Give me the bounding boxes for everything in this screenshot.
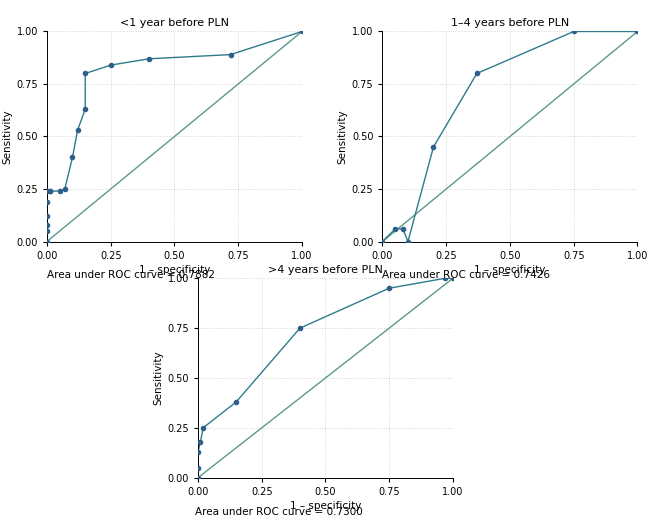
Y-axis label: Sensitivity: Sensitivity (338, 109, 348, 164)
Title: <1 year before PLN: <1 year before PLN (120, 18, 229, 28)
Y-axis label: Sensitivity: Sensitivity (153, 351, 163, 405)
X-axis label: 1 – specificity: 1 – specificity (290, 501, 361, 511)
X-axis label: 1 – specificity: 1 – specificity (139, 265, 210, 275)
Title: >4 years before PLN: >4 years before PLN (268, 265, 383, 275)
Text: Area under ROC curve = 0.7300: Area under ROC curve = 0.7300 (195, 507, 362, 517)
Title: 1–4 years before PLN: 1–4 years before PLN (451, 18, 569, 28)
Y-axis label: Sensitivity: Sensitivity (2, 109, 12, 164)
Text: Area under ROC curve = 0.7882: Area under ROC curve = 0.7882 (47, 270, 215, 280)
Text: Area under ROC curve = 0.7426: Area under ROC curve = 0.7426 (382, 270, 550, 280)
X-axis label: 1 – specificity: 1 – specificity (474, 265, 546, 275)
